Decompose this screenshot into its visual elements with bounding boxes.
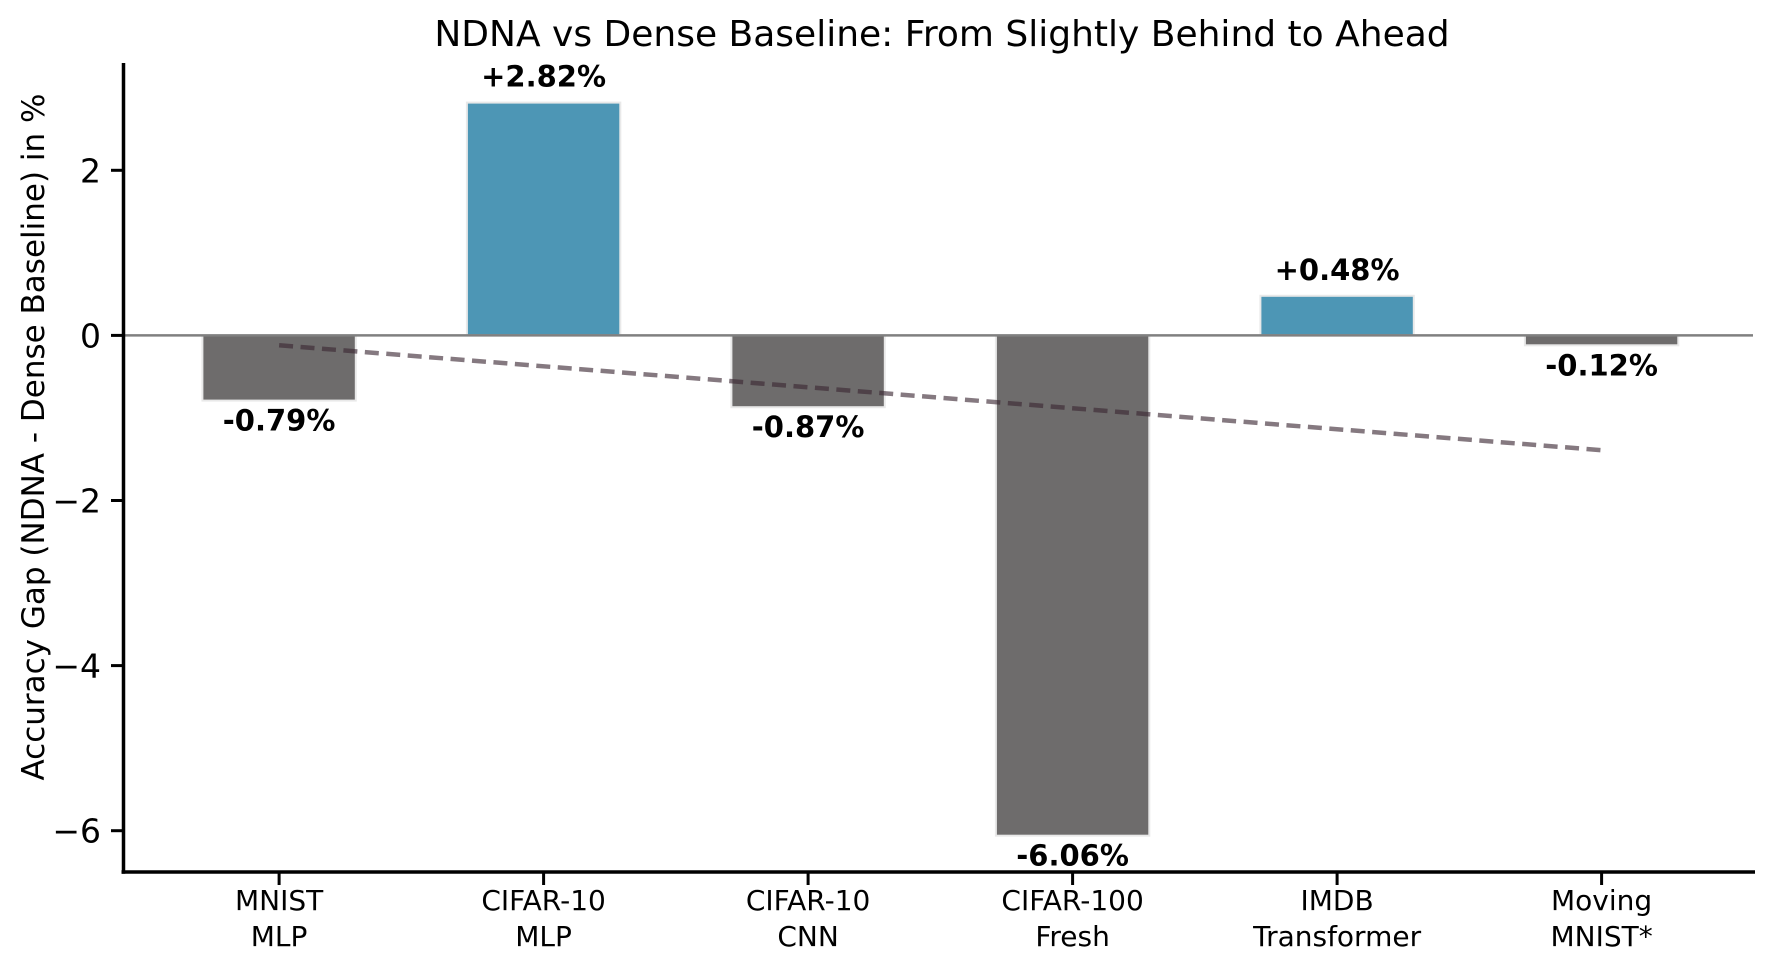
bar-cifar-100-fresh [994, 334, 1151, 837]
x-tick-label-cifar-10-mlp: MLP [515, 920, 572, 953]
y-tick-label: −2 [52, 482, 101, 521]
y-axis-label: Accuracy Gap (NDNA - Dense Baseline) in … [16, 94, 52, 781]
x-tick-label-cifar-10-cnn: CIFAR-10 [746, 884, 871, 917]
bar-imdb-transformer [1259, 294, 1415, 337]
bar-mnist-mlp [201, 334, 357, 402]
bar-cifar-10-cnn [730, 334, 886, 409]
chart-title: NDNA vs Dense Baseline: From Slightly Be… [434, 14, 1449, 55]
x-tick-label-imdb-transformer: IMDB [1301, 884, 1374, 917]
x-axis-ticks: MNISTMLPCIFAR-10MLPCIFAR-10CNNCIFAR-100F… [235, 872, 1653, 953]
x-tick-label-cifar-100-fresh: Fresh [1035, 920, 1110, 953]
bar-moving-mnist [1523, 334, 1680, 347]
y-axis-ticks: 2 0 −2 −4 −6 [52, 151, 123, 851]
bar-value-labels: -0.79% +2.82% -0.87% -6.06% +0.48% -0.12% [223, 60, 1658, 873]
bar-value-label-cifar-10-cnn: -0.87% [752, 410, 865, 444]
x-tick-label-cifar-10-mlp: CIFAR-10 [481, 884, 606, 917]
y-tick-label: 2 [80, 151, 101, 190]
x-tick-label-imdb-transformer: Transformer [1252, 920, 1422, 953]
bar-value-label-mnist-mlp: -0.79% [223, 404, 336, 438]
bar-value-label-imdb-transformer: +0.48% [1275, 253, 1400, 287]
x-tick-label-cifar-100-fresh: CIFAR-100 [1001, 884, 1143, 917]
trend-line [278, 343, 1602, 453]
y-tick-label: −4 [52, 647, 101, 686]
x-tick-label-moving-mnist: Moving [1551, 884, 1652, 917]
x-tick-label-cifar-10-cnn: CNN [777, 920, 838, 953]
x-tick-label-mnist-mlp: MLP [251, 920, 308, 953]
y-tick-label: 0 [80, 316, 101, 355]
bar-value-label-cifar-10-mlp: +2.82% [481, 60, 606, 94]
bar-value-label-moving-mnist: -0.12% [1545, 348, 1658, 382]
x-tick-label-moving-mnist: MNIST* [1550, 920, 1652, 953]
y-tick-label: −6 [52, 812, 101, 851]
x-tick-label-mnist-mlp: MNIST [235, 884, 324, 917]
bar-value-label-cifar-100-fresh: -6.06% [1016, 839, 1129, 873]
bar-cifar-10-mlp [465, 101, 622, 337]
